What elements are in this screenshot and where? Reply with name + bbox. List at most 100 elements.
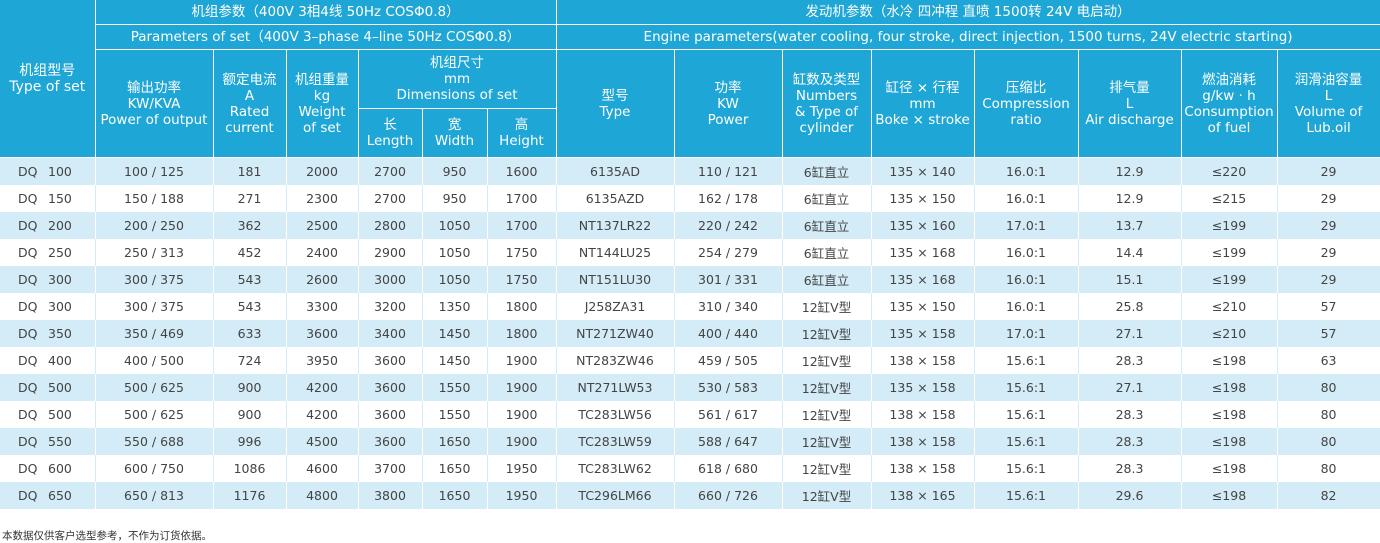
cell-fuel: ≤198 <box>1181 401 1278 428</box>
cell-engine: NT271ZW40 <box>556 320 675 347</box>
table-row: DQ 550 550 / 688 996 4500 3600 1650 1900 TC283LW… <box>0 428 1380 455</box>
type-prefix: DQ <box>18 191 38 206</box>
table-row: DQ 200 200 / 250 362 2500 2800 1050 1700 NT137LR… <box>0 212 1380 239</box>
cell-compression: 15.6:1 <box>974 374 1079 401</box>
cell-fuel: ≤198 <box>1181 455 1278 482</box>
cell-compression: 15.6:1 <box>974 482 1079 509</box>
cell-compression: 16.0:1 <box>974 157 1079 185</box>
cell-cylinders: 12缸V型 <box>782 320 872 347</box>
table-row: DQ 600 600 / 750 1086 4600 3700 1650 1950 TC283L… <box>0 455 1380 482</box>
cell-compression: 16.0:1 <box>974 185 1079 212</box>
cell-power: 220 / 242 <box>674 212 783 239</box>
cell-current: 1176 <box>213 482 287 509</box>
generator-spec-table: 机组型号 Type of set 机组参数（400V 3相4线 50Hz COSΦ… <box>0 0 1380 509</box>
cell-fuel: ≤199 <box>1181 212 1278 239</box>
cell-bore: 135 × 160 <box>871 212 975 239</box>
cell-length: 3700 <box>358 455 423 482</box>
type-prefix: DQ <box>18 380 38 395</box>
spec-table-body: DQ 100 100 / 125 181 2000 2700 950 1600 6135AD 11… <box>0 157 1380 509</box>
cell-oil: 63 <box>1277 347 1380 374</box>
cell-height: 1700 <box>487 185 557 212</box>
table-row: DQ 500 500 / 625 900 4200 3600 1550 1900 NT271LW… <box>0 374 1380 401</box>
cell-length: 3600 <box>358 428 423 455</box>
cell-cylinders: 12缸V型 <box>782 347 872 374</box>
cell-air: 13.7 <box>1078 212 1182 239</box>
type-prefix: DQ <box>18 245 38 260</box>
cell-width: 950 <box>422 185 488 212</box>
cell-height: 1700 <box>487 212 557 239</box>
cell-output: 350 / 469 <box>95 320 214 347</box>
cell-width: 950 <box>422 157 488 185</box>
cell-weight: 4200 <box>286 374 359 401</box>
cell-power: 162 / 178 <box>674 185 783 212</box>
cell-weight: 4800 <box>286 482 359 509</box>
cell-bore: 135 × 150 <box>871 293 975 320</box>
table-row: DQ 400 400 / 500 724 3950 3600 1450 1900 NT283ZW… <box>0 347 1380 374</box>
type-prefix: DQ <box>18 407 38 422</box>
cell-engine: NT137LR22 <box>556 212 675 239</box>
cell-oil: 80 <box>1277 374 1380 401</box>
group-engine-params-cn: 发动机参数（水冷 四冲程 直喷 1500转 24V 电启动） <box>556 0 1380 25</box>
footnote: 本数据仅供客户选型参考，不作为订货依据。 <box>2 530 212 542</box>
table-row: DQ 250 250 / 313 452 2400 2900 1050 1750 NT144LU… <box>0 239 1380 266</box>
cell-current: 452 <box>213 239 287 266</box>
cell-weight: 3600 <box>286 320 359 347</box>
col-cylinders: 缸数及类型 Numbers & Type of cylinder <box>782 49 872 158</box>
cell-bore: 135 × 158 <box>871 320 975 347</box>
cell-cylinders: 12缸V型 <box>782 455 872 482</box>
cell-output: 600 / 750 <box>95 455 214 482</box>
cell-cylinders: 12缸V型 <box>782 401 872 428</box>
cell-oil: 29 <box>1277 239 1380 266</box>
cell-engine: 6135AD <box>556 157 675 185</box>
cell-cylinders: 12缸V型 <box>782 428 872 455</box>
col-lub-oil: 润滑油容量 L Volume of Lub.oil <box>1277 49 1380 158</box>
cell-output: 300 / 375 <box>95 293 214 320</box>
cell-oil: 57 <box>1277 293 1380 320</box>
type-prefix: DQ <box>18 353 38 368</box>
cell-fuel: ≤198 <box>1181 347 1278 374</box>
cell-type-of-set: DQ 300 <box>0 293 96 320</box>
cell-length: 2700 <box>358 185 423 212</box>
cell-power: 561 / 617 <box>674 401 783 428</box>
cell-compression: 15.6:1 <box>974 428 1079 455</box>
col-engine-power: 功率 KW Power <box>674 49 783 158</box>
cell-weight: 2500 <box>286 212 359 239</box>
cell-current: 271 <box>213 185 287 212</box>
col-type-of-set: 机组型号 Type of set <box>0 0 96 158</box>
cell-oil: 57 <box>1277 320 1380 347</box>
type-model: 300 <box>48 272 72 287</box>
cell-output: 400 / 500 <box>95 347 214 374</box>
cell-type-of-set: DQ 650 <box>0 482 96 509</box>
cell-power: 618 / 680 <box>674 455 783 482</box>
group-set-params-en: Parameters of set（400V 3–phase 4–line 50… <box>95 24 557 50</box>
cell-height: 1750 <box>487 266 557 293</box>
cell-cylinders: 12缸V型 <box>782 293 872 320</box>
cell-air: 14.4 <box>1078 239 1182 266</box>
cell-length: 3800 <box>358 482 423 509</box>
cell-weight: 3950 <box>286 347 359 374</box>
cell-air: 15.1 <box>1078 266 1182 293</box>
cell-type-of-set: DQ 200 <box>0 212 96 239</box>
cell-height: 1900 <box>487 374 557 401</box>
type-model: 150 <box>48 191 72 206</box>
cell-current: 1086 <box>213 455 287 482</box>
col-weight: 机组重量 kg Weight of set <box>286 49 359 158</box>
cell-engine: NT271LW53 <box>556 374 675 401</box>
col-air-discharge: 排气量 L Air discharge <box>1078 49 1182 158</box>
cell-type-of-set: DQ 400 <box>0 347 96 374</box>
cell-current: 900 <box>213 374 287 401</box>
type-prefix: DQ <box>18 326 38 341</box>
cell-engine: NT151LU30 <box>556 266 675 293</box>
cell-air: 25.8 <box>1078 293 1182 320</box>
cell-length: 3400 <box>358 320 423 347</box>
cell-cylinders: 12缸V型 <box>782 482 872 509</box>
cell-compression: 15.6:1 <box>974 455 1079 482</box>
type-model: 500 <box>48 407 72 422</box>
cell-compression: 16.0:1 <box>974 266 1079 293</box>
type-model: 350 <box>48 326 72 341</box>
cell-fuel: ≤198 <box>1181 428 1278 455</box>
cell-width: 1650 <box>422 428 488 455</box>
cell-oil: 29 <box>1277 212 1380 239</box>
cell-oil: 29 <box>1277 185 1380 212</box>
cell-cylinders: 6缸直立 <box>782 185 872 212</box>
